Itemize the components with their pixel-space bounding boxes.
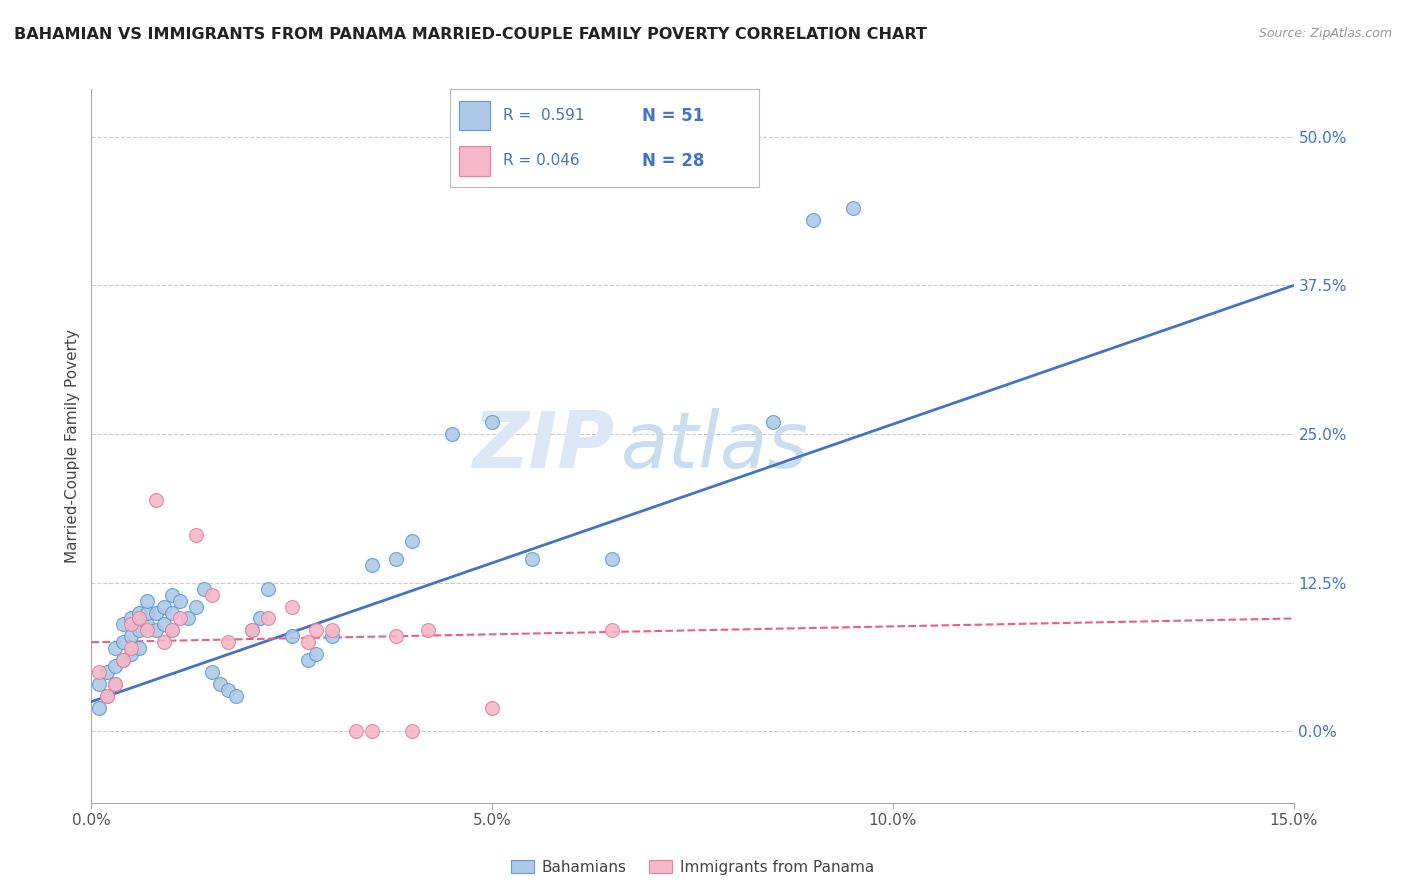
Point — [385, 629, 408, 643]
Point — [152, 635, 174, 649]
Point — [128, 641, 150, 656]
Point — [208, 677, 231, 691]
Text: atlas: atlas — [620, 408, 808, 484]
Point — [344, 724, 367, 739]
FancyBboxPatch shape — [460, 146, 491, 176]
Point — [121, 629, 143, 643]
Point — [281, 599, 304, 614]
Point — [96, 689, 118, 703]
Point — [184, 528, 207, 542]
Point — [112, 653, 135, 667]
Point — [360, 558, 382, 572]
Point — [152, 599, 174, 614]
Point — [136, 593, 159, 607]
Point — [145, 624, 167, 638]
Point — [112, 617, 135, 632]
Point — [305, 647, 328, 661]
Point — [321, 624, 343, 638]
Point — [136, 606, 159, 620]
Point — [104, 677, 127, 691]
Legend: Bahamians, Immigrants from Panama: Bahamians, Immigrants from Panama — [505, 854, 880, 880]
Point — [217, 635, 239, 649]
Point — [256, 611, 278, 625]
Point — [297, 635, 319, 649]
Point — [96, 689, 118, 703]
Point — [401, 534, 423, 549]
Point — [401, 724, 423, 739]
Point — [121, 641, 143, 656]
Point — [281, 629, 304, 643]
FancyBboxPatch shape — [460, 101, 491, 130]
Text: R = 0.046: R = 0.046 — [502, 153, 579, 169]
Point — [201, 588, 224, 602]
Point — [602, 552, 624, 566]
Point — [104, 659, 127, 673]
Point — [249, 611, 271, 625]
Point — [240, 624, 263, 638]
Text: N = 28: N = 28 — [641, 152, 704, 169]
Point — [121, 617, 143, 632]
Point — [193, 582, 215, 596]
Y-axis label: Married-Couple Family Poverty: Married-Couple Family Poverty — [65, 329, 80, 563]
Point — [297, 653, 319, 667]
Point — [385, 552, 408, 566]
Text: N = 51: N = 51 — [641, 107, 704, 125]
Point — [160, 606, 183, 620]
Point — [112, 653, 135, 667]
Point — [112, 635, 135, 649]
Point — [841, 201, 863, 215]
Point — [176, 611, 198, 625]
Point — [89, 700, 111, 714]
Text: R =  0.591: R = 0.591 — [502, 108, 583, 123]
Point — [762, 415, 785, 429]
Point — [225, 689, 247, 703]
Point — [136, 617, 159, 632]
Point — [128, 611, 150, 625]
Point — [160, 588, 183, 602]
Point — [89, 665, 111, 679]
Point — [522, 552, 544, 566]
Point — [481, 700, 503, 714]
Point — [217, 682, 239, 697]
Point — [136, 624, 159, 638]
Point — [128, 624, 150, 638]
Point — [128, 606, 150, 620]
Point — [360, 724, 382, 739]
Point — [121, 611, 143, 625]
Point — [201, 665, 224, 679]
Point — [96, 665, 118, 679]
Point — [152, 617, 174, 632]
Point — [481, 415, 503, 429]
Point — [801, 213, 824, 227]
Point — [160, 624, 183, 638]
Point — [169, 593, 191, 607]
Point — [321, 629, 343, 643]
Text: Source: ZipAtlas.com: Source: ZipAtlas.com — [1258, 27, 1392, 40]
Point — [256, 582, 278, 596]
Point — [104, 641, 127, 656]
Point — [160, 624, 183, 638]
Point — [145, 492, 167, 507]
Point — [416, 624, 439, 638]
Point — [602, 624, 624, 638]
Text: BAHAMIAN VS IMMIGRANTS FROM PANAMA MARRIED-COUPLE FAMILY POVERTY CORRELATION CHA: BAHAMIAN VS IMMIGRANTS FROM PANAMA MARRI… — [14, 27, 927, 42]
Point — [145, 606, 167, 620]
Point — [89, 677, 111, 691]
Point — [440, 427, 463, 442]
Text: ZIP: ZIP — [472, 408, 614, 484]
Point — [240, 624, 263, 638]
Point — [305, 624, 328, 638]
Point — [184, 599, 207, 614]
Point — [121, 647, 143, 661]
Point — [104, 677, 127, 691]
Point — [169, 611, 191, 625]
